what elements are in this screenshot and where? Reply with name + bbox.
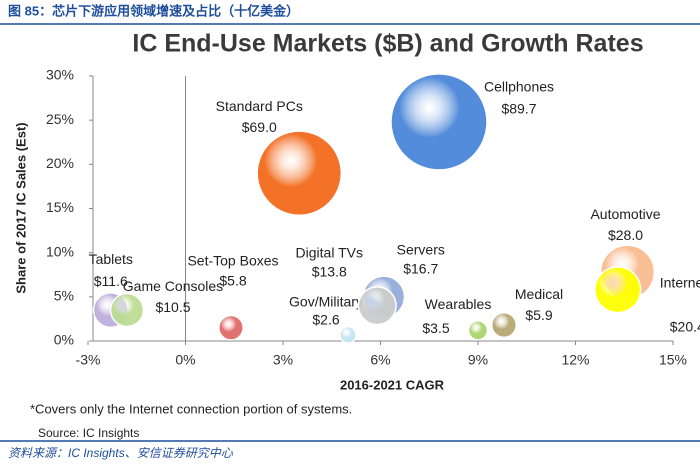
bubble-name: Wearables — [425, 296, 492, 312]
bubble-name: Standard PCs — [216, 98, 303, 114]
x-tick-label: 9% — [468, 352, 488, 368]
bubble-value-label: $11.6 — [94, 273, 128, 289]
figure-source: 资料来源：IC Insights、安信证券研究中心 — [8, 446, 234, 460]
bubble-name: Cellphones — [484, 79, 554, 95]
y-tick-label: 30% — [46, 67, 74, 83]
bubble — [594, 266, 642, 314]
bubble — [109, 292, 145, 328]
bubble-name: Digital TVs — [296, 244, 363, 260]
bubble-value-label: $16.7 — [403, 261, 438, 277]
bubble-name: Internet of Things* — [660, 274, 700, 290]
y-tick-label: 25% — [46, 111, 74, 127]
y-tick-label: 10% — [46, 243, 74, 259]
bubble-value-label: $5.9 — [525, 307, 552, 323]
bubble-name: Game Consoles — [123, 278, 223, 294]
x-tick-label: 15% — [659, 352, 687, 368]
y-tick-label: 0% — [54, 332, 74, 348]
bubble-name: Servers — [397, 242, 445, 258]
bubble — [339, 325, 357, 344]
y-tick-label: 20% — [46, 155, 74, 171]
bubble — [467, 320, 489, 341]
bubble-value-label: $5.8 — [219, 272, 246, 288]
bubble-value-label: $28.0 — [608, 227, 643, 243]
y-tick-label: 5% — [54, 288, 74, 304]
x-tick-label: 3% — [273, 352, 293, 368]
bubble-name: Medical — [515, 286, 563, 302]
bubble-value-label: $2.6 — [312, 312, 339, 328]
x-axis-label: 2016-2021 CAGR — [340, 377, 445, 392]
chart-title: IC End-Use Markets ($B) and Growth Rates — [132, 30, 643, 58]
bubble-name: Set-Top Boxes — [187, 252, 278, 268]
bubble-value-label: $3.5 — [422, 320, 449, 336]
figure-header: 图 85：芯片下游应用领域增速及占比（十亿美金） — [8, 3, 299, 18]
bubble-name: Gov/Military — [289, 294, 363, 310]
bubble-name: Tablets — [89, 251, 133, 267]
y-tick-label: 15% — [46, 199, 74, 215]
bubble-value-label: $20.4 — [670, 318, 700, 334]
footnote: *Covers only the Internet connection por… — [30, 401, 352, 416]
x-tick-label: 6% — [370, 352, 390, 368]
bubble — [357, 286, 397, 326]
x-tick-label: 0% — [175, 352, 195, 368]
bubble — [218, 314, 244, 341]
bubble-value-label: $89.7 — [501, 101, 536, 117]
x-tick-label: -3% — [76, 352, 101, 368]
bubble — [256, 130, 343, 217]
bubble-value-label: $13.8 — [312, 263, 347, 279]
bubble-name: Automotive — [590, 206, 660, 222]
bubble — [490, 312, 518, 339]
bubble-value-label: $69.0 — [242, 119, 277, 135]
x-tick-label: 12% — [561, 352, 589, 368]
bubble-value-label: $10.5 — [155, 299, 190, 315]
chart-source: Source: IC Insights — [38, 426, 139, 440]
bubble — [390, 73, 488, 171]
y-axis-label: Share of 2017 IC Sales (Est) — [13, 122, 28, 293]
